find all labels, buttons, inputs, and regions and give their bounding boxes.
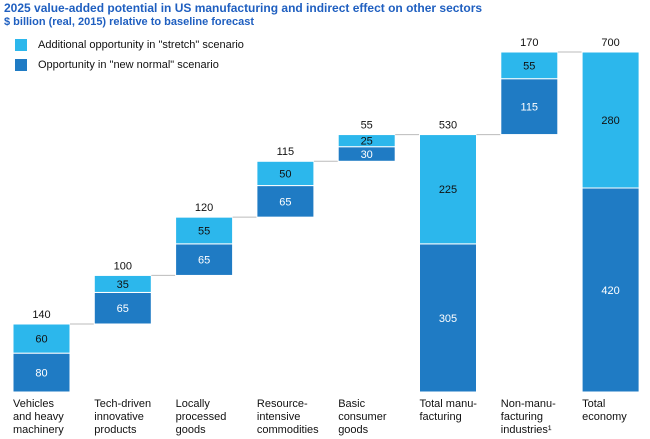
total-label: 120 [195,202,213,214]
segment-label: 25 [361,136,373,148]
segment-label: 280 [601,115,619,127]
total-label: 115 [277,146,295,158]
segment-label: 115 [521,102,539,114]
x-tick-label: Total manu- [420,398,478,410]
x-tick-label: goods [338,424,368,436]
legend-label: Additional opportunity in "stretch" scen… [38,39,244,51]
chart-subtitle: $ billion (real, 2015) relative to basel… [4,16,254,28]
x-tick-label: economy [582,411,627,423]
legend-label: Opportunity in "new normal" scenario [38,59,219,71]
segment-label: 420 [601,285,619,297]
x-tick-label: consumer [338,411,387,423]
x-tick-label: Locally [176,398,211,410]
total-label: 140 [32,309,50,321]
bar-segment [256,160,315,187]
segment-label: 225 [439,184,457,196]
segment-label: 60 [35,333,47,345]
bar-segment [581,187,640,393]
bar-segment [581,51,640,189]
total-label: 530 [439,119,457,131]
x-tick-label: Tech-driven [94,398,151,410]
x-tick-label: industries¹ [501,424,552,436]
legend-swatch [15,59,27,71]
segment-label: 55 [198,225,210,237]
segment-label: 305 [439,313,457,325]
x-tick-label: Non-manu- [501,398,556,410]
x-tick-label: processed [176,411,227,423]
x-tick-label: goods [176,424,206,436]
segment-label: 65 [279,196,291,208]
total-label: 100 [114,260,132,272]
bar-segment [256,185,315,218]
x-tick-label: Total [582,398,605,410]
x-tick-label: machinery [13,424,64,436]
segment-label: 30 [361,149,373,161]
x-tick-label: Basic [338,398,365,410]
bar-segment [12,323,71,354]
x-tick-label: products [94,424,137,436]
bar-segment [500,51,559,80]
x-tick-label: facturing [501,411,543,423]
bar-segment [93,274,152,293]
x-tick-label: Resource- [257,398,308,410]
legend-swatch [15,39,27,51]
bar-segment [500,78,559,136]
bar-segment [419,243,477,393]
x-tick-label: intensive [257,411,300,423]
segment-label: 35 [117,279,129,291]
bar-segment [337,134,396,148]
chart-title: 2025 value-added potential in US manufac… [4,1,482,15]
total-label: 170 [520,37,538,49]
x-tick-label: commodities [257,424,319,436]
segment-label: 80 [35,367,47,379]
x-tick-label: and heavy [13,411,64,423]
segment-label: 65 [198,255,210,267]
segment-label: 55 [523,60,535,72]
segment-label: 65 [117,303,129,315]
bar-segment [12,352,71,393]
x-tick-label: innovative [94,411,144,423]
total-label: 55 [361,119,373,131]
x-tick-label: facturing [420,411,462,423]
segment-label: 50 [279,168,291,180]
total-label: 700 [601,37,619,49]
x-tick-label: Vehicles [13,398,54,410]
bar-segment [419,134,477,245]
bar-segment [175,216,234,245]
